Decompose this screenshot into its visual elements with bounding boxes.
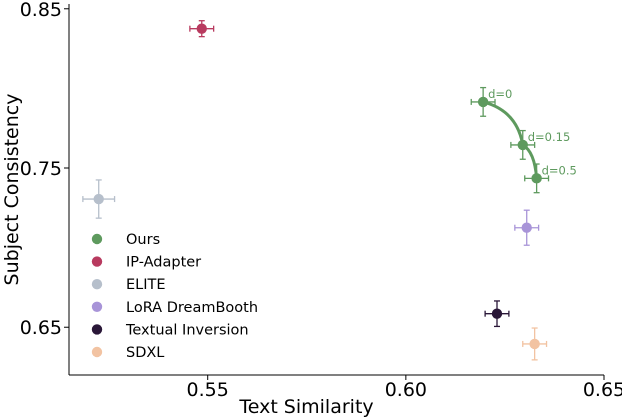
series-lora-dreambooth — [514, 209, 540, 246]
legend-item: ELITE — [91, 277, 166, 293]
data-point — [531, 173, 542, 184]
legend: Ours IP-Adapter ELITE LoRA DreamBooth Textua… — [91, 232, 258, 361]
legend-item: Ours — [91, 232, 160, 248]
legend-marker — [91, 256, 103, 267]
data-point — [517, 139, 528, 151]
series-sdxl — [522, 327, 548, 361]
data-point — [529, 338, 540, 350]
series-ip-adapter — [189, 20, 215, 38]
legend-marker — [91, 233, 103, 245]
point-annotation: d=0 — [488, 87, 512, 101]
legend-marker — [91, 346, 103, 358]
legend-label: LoRA DreamBooth — [126, 300, 258, 316]
legend-item: IP-Adapter — [91, 255, 201, 271]
data-point — [93, 193, 104, 205]
data-point — [521, 222, 532, 233]
y-tick-label: 0.85 — [20, 0, 62, 21]
point-annotation: d=0.15 — [528, 130, 571, 144]
x-tick-label: 0.55 — [187, 379, 229, 401]
y-axis-label: Subject Consistency — [1, 94, 23, 286]
point-annotation: d=0.5 — [542, 163, 577, 177]
chart-marks: d=0 d=0.15 d=0.5 — [82, 20, 577, 361]
legend-label: Ours — [126, 232, 160, 248]
legend-label: Textual Inversion — [125, 322, 249, 338]
x-axis-label: Text Similarity — [238, 396, 373, 418]
data-point — [477, 96, 489, 108]
legend-label: ELITE — [126, 277, 166, 293]
data-point — [196, 23, 207, 34]
series-elite — [82, 179, 116, 219]
x-tick-label: 0.60 — [385, 379, 427, 401]
series-ours: d=0 d=0.15 d=0.5 — [470, 87, 577, 194]
series-textual-inversion — [484, 300, 510, 328]
y-tick-label: 0.75 — [20, 158, 62, 180]
legend-item: Textual Inversion — [91, 322, 249, 338]
legend-marker — [91, 324, 103, 335]
legend-marker — [91, 301, 103, 312]
legend-item: LoRA DreamBooth — [91, 300, 258, 316]
legend-marker — [91, 279, 103, 290]
legend-label: SDXL — [126, 345, 164, 361]
y-tick-label: 0.65 — [20, 317, 62, 339]
x-tick-label: 0.65 — [583, 379, 622, 401]
data-point — [491, 308, 503, 319]
legend-label: IP-Adapter — [126, 255, 201, 271]
legend-item: SDXL — [91, 345, 164, 361]
